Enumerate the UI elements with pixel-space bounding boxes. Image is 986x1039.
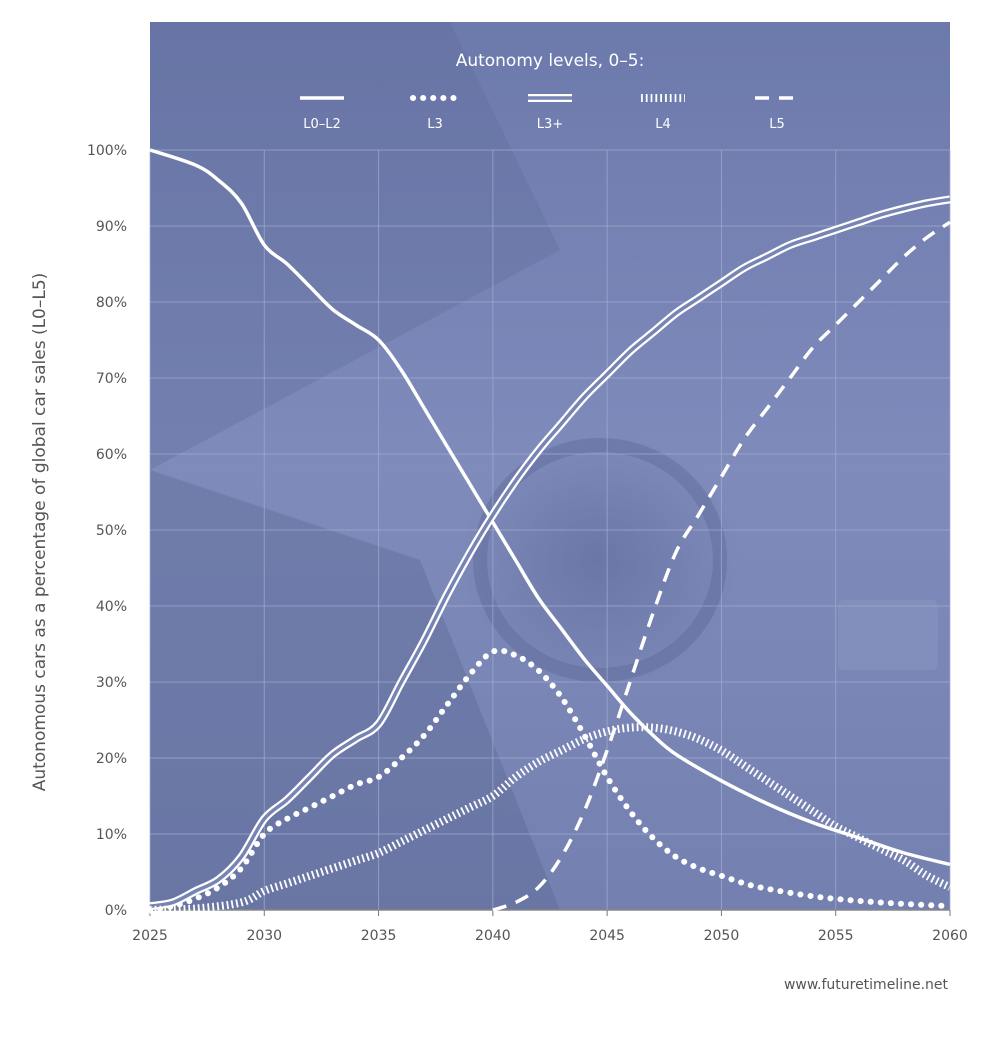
legend-title: Autonomy levels, 0–5:	[456, 51, 645, 71]
x-tick-label: 2050	[704, 928, 740, 944]
legend-label: L0–L2	[303, 117, 341, 132]
legend-item: L4	[641, 94, 685, 132]
legend-label: L3	[427, 117, 443, 132]
x-tick-label: 2060	[932, 928, 968, 944]
series-hatched	[149, 723, 952, 914]
y-tick-label: 70%	[96, 371, 127, 387]
x-tick-label: 2030	[246, 928, 282, 944]
y-tick-label: 60%	[96, 447, 127, 463]
site-credit: www.futuretimeline.net	[783, 977, 948, 993]
series-double	[149, 195, 951, 911]
legend-label: L5	[769, 117, 785, 132]
legend-item: L5	[755, 96, 799, 132]
y-tick-label: 0%	[105, 903, 127, 919]
y-tick-label: 90%	[96, 219, 127, 235]
series-line	[149, 197, 951, 908]
y-tick-label: 30%	[96, 675, 127, 691]
x-axis: 2025 2030 2035 2040 2045 2050 2055 2060	[132, 909, 968, 944]
series-dotted	[147, 647, 953, 913]
y-axis-label: Autonomous cars as a percentage of globa…	[30, 273, 50, 792]
y-tick-label: 80%	[96, 295, 127, 311]
x-tick-label: 2055	[818, 928, 854, 944]
y-tick-label: 10%	[96, 827, 127, 843]
x-tick-label: 2035	[361, 928, 397, 944]
series-layer	[147, 148, 953, 914]
y-tick-label: 40%	[96, 599, 127, 615]
legend: Autonomy levels, 0–5: L0–L2 L3 L3+ L4 L5	[300, 51, 799, 132]
series-line	[149, 148, 951, 867]
x-tick-label: 2040	[475, 928, 511, 944]
x-tick-label: 2025	[132, 928, 168, 944]
legend-label: L3+	[537, 117, 563, 132]
legend-label: L4	[655, 117, 671, 132]
y-tick-label: 20%	[96, 751, 127, 767]
legend-items: L0–L2 L3 L3+ L4 L5	[300, 94, 799, 132]
x-tick-label: 2045	[589, 928, 625, 944]
y-axis: 0% 10% 20% 30% 40% 50% 60% 70% 80% 90% 100%	[87, 143, 127, 919]
series-line	[149, 723, 952, 914]
plot-background	[150, 22, 950, 910]
grid-lines	[149, 149, 951, 911]
series-solid	[149, 148, 951, 867]
legend-item: L3	[410, 95, 460, 132]
y-tick-label: 100%	[87, 143, 127, 159]
series-line	[147, 647, 953, 913]
legend-item: L0–L2	[300, 96, 344, 132]
legend-item: L3+	[528, 94, 572, 132]
y-tick-label: 50%	[96, 523, 127, 539]
series-line	[492, 220, 951, 912]
series-dashed	[492, 220, 951, 912]
